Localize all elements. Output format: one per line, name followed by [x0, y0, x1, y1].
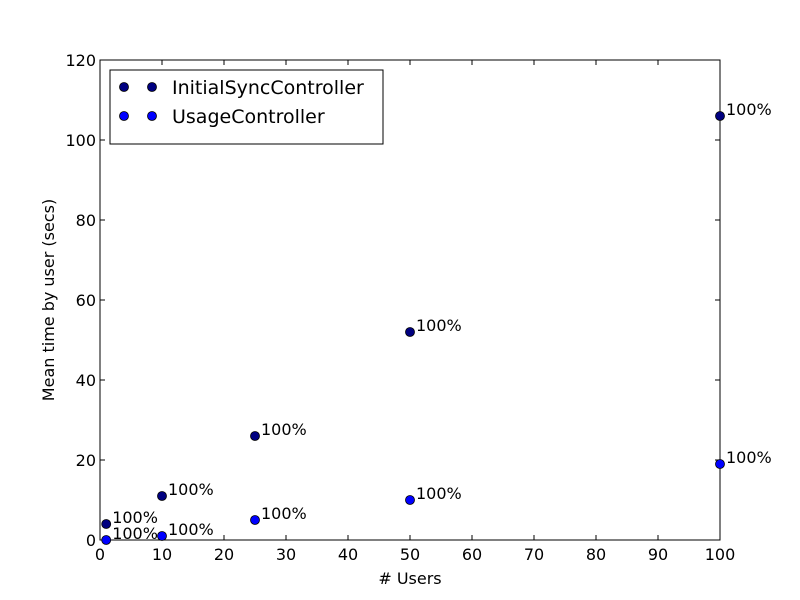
data-point: [101, 519, 112, 529]
axis-ticks: [99, 59, 721, 541]
y-tick-label: 0: [86, 531, 96, 550]
x-axis-label: # Users: [378, 569, 441, 588]
legend: InitialSyncController UsageController: [109, 69, 384, 145]
data-point-label: 100%: [261, 504, 307, 523]
data-point-labels: 100%100%100%100%100%100% 100%100%100%100%: [112, 100, 772, 543]
x-tick-label: 90: [648, 545, 668, 564]
data-point: [101, 535, 112, 545]
data-point-label: 100%: [416, 484, 462, 503]
data-point: [157, 491, 167, 501]
legend-label: UsageController: [172, 106, 325, 128]
y-tick-label: 40: [76, 371, 96, 390]
data-point-label: 100%: [168, 480, 214, 499]
y-axis-label: Mean time by user (secs): [39, 199, 58, 401]
x-tick-label: 60: [462, 545, 482, 564]
data-point: [157, 531, 167, 541]
legend-marker: [119, 82, 129, 92]
data-point-label: 100%: [416, 316, 462, 335]
data-point: [250, 515, 260, 525]
y-tick-label: 20: [76, 451, 96, 470]
data-point: [405, 327, 415, 337]
x-tick-label: 80: [586, 545, 606, 564]
data-point-label: 100%: [726, 100, 772, 119]
data-point: [715, 459, 725, 469]
data-points: [101, 111, 725, 545]
legend-marker: [147, 82, 157, 92]
x-tick-label: 0: [95, 545, 105, 564]
data-point: [715, 111, 725, 121]
y-tick-label: 100: [65, 131, 96, 150]
legend-label: InitialSyncController: [172, 77, 364, 99]
legend-marker: [119, 111, 129, 121]
x-tick-label: 40: [338, 545, 358, 564]
data-point-label: 100%: [261, 420, 307, 439]
y-tick-label: 120: [65, 51, 96, 70]
y-tick-label: 80: [76, 211, 96, 230]
x-tick-label: 100: [705, 545, 736, 564]
legend-box: [109, 69, 384, 145]
data-point-label: 100%: [112, 524, 158, 543]
x-tick-label: 70: [524, 545, 544, 564]
x-tick-label: 20: [214, 545, 234, 564]
x-tick-label: 30: [276, 545, 296, 564]
data-point-label: 100%: [726, 448, 772, 467]
data-point-label: 100%: [168, 520, 214, 539]
y-tick-label: 60: [76, 291, 96, 310]
x-tick-label: 50: [400, 545, 420, 564]
legend-marker: [147, 111, 157, 121]
x-tick-label: 10: [152, 545, 172, 564]
data-point-label: 100%: [112, 508, 158, 527]
tick-labels: 0 10 20 30 40 50 60 70 80 90 100 0 20 40 60 80 100 120: [65, 51, 735, 564]
data-point: [250, 431, 260, 441]
data-point: [405, 495, 415, 505]
